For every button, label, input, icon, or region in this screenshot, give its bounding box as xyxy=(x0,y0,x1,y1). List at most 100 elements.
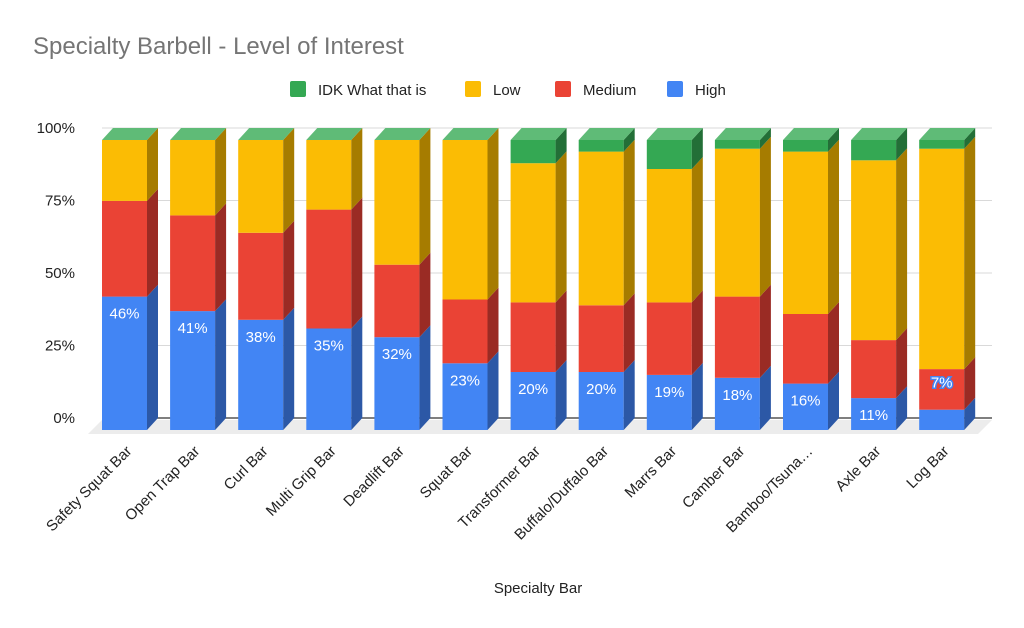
legend-label: High xyxy=(695,82,726,99)
bar-segment-medium xyxy=(306,209,352,329)
bar-segment-high xyxy=(442,363,488,430)
bar-segment-medium xyxy=(102,200,147,297)
bar-stack xyxy=(102,128,158,430)
bar-top-face xyxy=(851,128,908,140)
bar-segment-low xyxy=(442,140,488,300)
bar-segment-medium xyxy=(919,369,965,410)
data-label: 11% xyxy=(859,407,888,424)
data-label: 23% xyxy=(450,372,480,389)
bar-top-face xyxy=(578,128,635,140)
bar-segment-idk-what-that-is xyxy=(714,140,760,149)
bar-top-face xyxy=(306,128,363,140)
legend-label: IDK What that is xyxy=(318,82,426,99)
bar-stack xyxy=(578,128,635,430)
data-label: 35% xyxy=(314,338,344,355)
bar-top-face xyxy=(646,128,703,140)
bar-segment-high xyxy=(851,398,897,430)
bar-side-low xyxy=(351,128,363,210)
bar-side-idk-what-that-is xyxy=(964,128,976,149)
bar-top-face xyxy=(919,128,976,140)
bar-segment-idk-what-that-is xyxy=(919,140,965,149)
bar-top-face xyxy=(783,128,839,140)
bars xyxy=(102,128,976,430)
data-label: 16% xyxy=(790,393,820,410)
bar-stack xyxy=(783,128,839,430)
bar-stack xyxy=(374,128,431,430)
bar-side-medium xyxy=(215,203,227,312)
bar-stack xyxy=(442,128,499,430)
bar-side-high xyxy=(896,386,908,430)
bar-segment-idk-what-that-is xyxy=(851,140,897,161)
bar-segment-low xyxy=(170,140,216,216)
bar-segment-medium xyxy=(714,296,760,378)
bar-segment-low xyxy=(374,140,420,265)
y-tick-label: 100% xyxy=(37,120,75,137)
data-label: 46% xyxy=(109,306,139,323)
x-axis-title: Specialty Bar xyxy=(494,580,582,597)
bar-side-medium xyxy=(555,290,567,372)
x-tick-label: Axle Bar xyxy=(832,443,884,495)
bar-stack xyxy=(714,128,771,430)
bar-segment-low xyxy=(238,140,284,233)
bar-side-low xyxy=(215,128,227,216)
bar-side-medium xyxy=(487,287,499,364)
bar-side-high xyxy=(351,316,363,430)
bar-top-face xyxy=(238,128,295,140)
bar-stack xyxy=(306,128,363,430)
bar-side-medium xyxy=(351,197,363,329)
legend-label: Medium xyxy=(583,82,636,99)
bar-segment-high xyxy=(102,296,147,430)
bar-segment-medium xyxy=(783,314,828,384)
x-tick-label: Curl Bar xyxy=(221,443,272,494)
bar-side-medium xyxy=(828,302,839,384)
bar-segment-medium xyxy=(646,302,692,375)
bar-segment-high xyxy=(714,377,760,430)
bar-segment-medium xyxy=(170,215,216,312)
x-tick-label: Deadlift Bar xyxy=(340,443,407,510)
bar-side-low xyxy=(623,139,635,306)
bar-side-low xyxy=(691,157,703,303)
bar-segment-idk-what-that-is xyxy=(646,140,692,169)
bar-side-high xyxy=(828,371,839,430)
bar-side-high xyxy=(964,397,976,430)
bar-side-idk-what-that-is xyxy=(555,128,567,164)
bar-side-medium xyxy=(419,252,431,338)
legend-swatch xyxy=(555,81,571,97)
bar-side-medium xyxy=(759,284,771,378)
x-tick-label: Multi Grip Bar xyxy=(263,443,340,520)
bar-top-face xyxy=(374,128,431,140)
bar-side-medium xyxy=(896,328,908,399)
bar-side-low xyxy=(147,128,158,201)
data-label: 32% xyxy=(382,346,412,363)
bar-segment-low xyxy=(510,163,556,303)
x-tick-label: Marrs Bar xyxy=(622,443,681,502)
bar-segment-high xyxy=(238,319,284,430)
legend-swatch xyxy=(667,81,683,97)
bar-top-face xyxy=(714,128,771,140)
bar-segment-low xyxy=(102,140,147,201)
bar-side-high xyxy=(147,284,158,430)
data-label: 38% xyxy=(246,329,276,346)
bar-segment-medium xyxy=(851,340,897,399)
legend-swatch xyxy=(290,81,306,97)
y-axis-ticks: 0% 25% 50% 75% 100% xyxy=(37,120,75,427)
bar-stack xyxy=(238,128,295,430)
bar-segment-idk-what-that-is xyxy=(510,140,556,164)
legend-label: Low xyxy=(493,82,521,99)
legend: IDK What that is Low Medium High xyxy=(290,81,726,99)
bar-segment-medium xyxy=(374,264,420,338)
bar-stack xyxy=(170,128,227,430)
bar-segment-low xyxy=(783,151,828,314)
bar-stack xyxy=(851,128,908,430)
y-tick-label: 25% xyxy=(45,338,75,355)
bar-segment-high xyxy=(306,328,352,430)
bar-segment-medium xyxy=(578,305,624,372)
bar-segment-high xyxy=(170,311,216,430)
bar-side-medium xyxy=(623,293,635,372)
bar-side-high xyxy=(623,360,635,430)
bar-segment-high xyxy=(646,374,692,430)
bar-segment-low xyxy=(306,140,352,210)
bar-stack xyxy=(919,128,976,430)
